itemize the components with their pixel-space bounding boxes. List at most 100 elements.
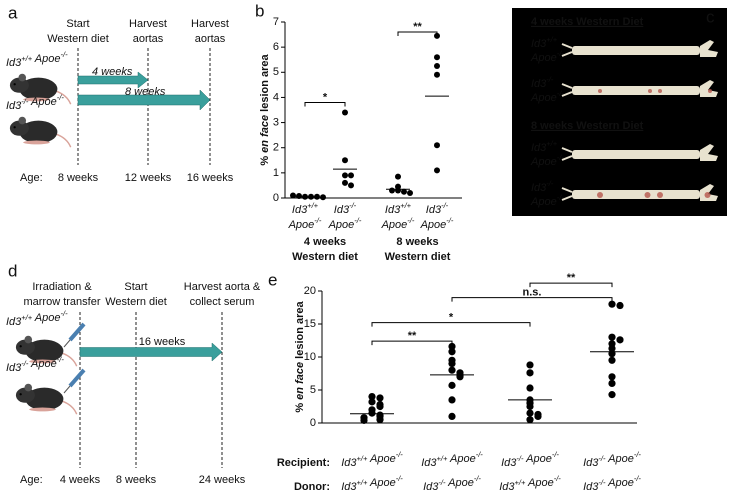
data-point	[376, 394, 384, 402]
data-point	[389, 187, 395, 194]
data-point	[342, 109, 348, 116]
mouse-head	[15, 339, 35, 355]
panel-label: b	[255, 1, 264, 20]
data-point	[608, 344, 616, 353]
genotype: Id3-/- Apoe-/-	[6, 93, 64, 112]
event-label: marrow transfer	[23, 296, 100, 308]
significance-label: **	[567, 272, 576, 284]
data-point	[608, 333, 616, 341]
data-point	[342, 179, 348, 186]
group-label: Western diet	[385, 251, 451, 263]
data-point	[320, 194, 326, 201]
panel-label: d	[8, 261, 17, 280]
gene: Apoe	[527, 477, 554, 489]
y-tick-label: 6	[273, 41, 279, 53]
genotype: Id3+/+ Apoe-/-	[6, 50, 68, 69]
significance-bracket	[529, 282, 613, 288]
data-point	[368, 409, 376, 417]
gene: Apoe	[30, 358, 57, 370]
gene: Id3	[6, 316, 22, 328]
significance-label: n.s.	[523, 287, 542, 299]
genotype: Id3+/+	[292, 201, 319, 216]
data-point	[608, 356, 616, 364]
mouse-body	[19, 120, 58, 144]
panel-label: e	[268, 270, 277, 289]
data-point	[448, 342, 456, 351]
data-point	[526, 384, 534, 392]
gene: Apoe	[607, 477, 634, 489]
age-label: 8 weeks	[116, 474, 157, 486]
y-label-part: %	[294, 400, 306, 413]
data-point	[608, 373, 616, 381]
data-point	[608, 379, 616, 387]
aorta-arch	[700, 80, 718, 97]
genotype: Id3+/+ Apoe-/-	[499, 474, 561, 493]
event-label: Harvest	[129, 18, 167, 30]
section-title: 4 weeks Western Diet	[531, 16, 644, 28]
gene: Id3	[423, 481, 439, 493]
data-point	[342, 157, 348, 164]
gene: Apoe	[530, 156, 557, 168]
significance-bracket	[397, 31, 438, 37]
mouse-body	[25, 387, 64, 411]
y-label-part: lesion area	[259, 53, 271, 114]
event-label: Western diet	[105, 296, 167, 308]
mouse-ear	[24, 383, 33, 392]
age-title: Age:	[20, 172, 43, 184]
genotype: Id3-/- Apoe-/-	[583, 450, 641, 469]
lesion	[658, 89, 662, 93]
genotype-sup: -/-	[546, 75, 554, 84]
mouse-head	[9, 77, 29, 93]
genotype-sup: -/-	[557, 89, 565, 98]
data-point	[616, 336, 624, 344]
data-point	[434, 63, 440, 69]
genotype: Id3+/+ Apoe-/-	[6, 309, 68, 328]
data-point	[434, 167, 440, 174]
age-label: 4 weeks	[60, 474, 101, 486]
photo-panel	[512, 8, 727, 216]
genotype-sup: -/-	[349, 201, 357, 210]
data-point	[526, 409, 534, 417]
y-tick-label: 3	[273, 116, 279, 128]
aorta-branch	[561, 187, 573, 201]
genotype: Id3+/+ Apoe-/-	[341, 474, 403, 493]
y-tick-label: 2	[273, 142, 279, 154]
data-point	[534, 412, 542, 420]
lesion	[648, 89, 652, 93]
row-label: Recipient:	[277, 457, 330, 469]
genotype-sup: -/-	[407, 216, 415, 225]
genotype: Id3-/-	[531, 75, 554, 90]
genotype-sup: +/+	[21, 313, 32, 322]
gene: Id3	[583, 457, 599, 469]
mouse-tail	[61, 352, 78, 367]
genotype-sup: -/-	[354, 216, 362, 225]
significance-bracket	[451, 297, 613, 302]
lesion	[708, 89, 712, 93]
genotype-sup: -/-	[634, 450, 642, 459]
genotype-sup: -/-	[396, 450, 404, 459]
genotype-sup: -/-	[61, 50, 69, 59]
y-label-part: en face	[294, 362, 306, 400]
genotype: Id3-/- Apoe-/-	[583, 474, 641, 493]
y-axis-label: % en face lesion area	[259, 53, 271, 165]
genotype-sup: -/-	[474, 474, 482, 483]
mouse-ear	[18, 116, 27, 125]
data-point	[448, 348, 456, 356]
aorta-branch	[561, 43, 573, 57]
genotype-sup: -/-	[557, 49, 565, 58]
genotype-sup: +/+	[437, 454, 448, 463]
mouse-feet	[29, 407, 56, 412]
mouse-icon	[9, 116, 72, 148]
aorta-arch	[700, 40, 718, 57]
mouse-tail	[61, 400, 78, 415]
data-point	[368, 398, 376, 406]
data-point	[395, 173, 401, 180]
data-point	[407, 189, 413, 196]
gene: Id3	[426, 204, 442, 216]
significance-bracket	[371, 322, 531, 327]
aorta-arch	[700, 144, 718, 161]
genotype-sup: -/-	[598, 478, 606, 487]
data-point	[448, 360, 456, 368]
mouse-eye	[13, 126, 16, 129]
significance-label: *	[323, 91, 328, 103]
